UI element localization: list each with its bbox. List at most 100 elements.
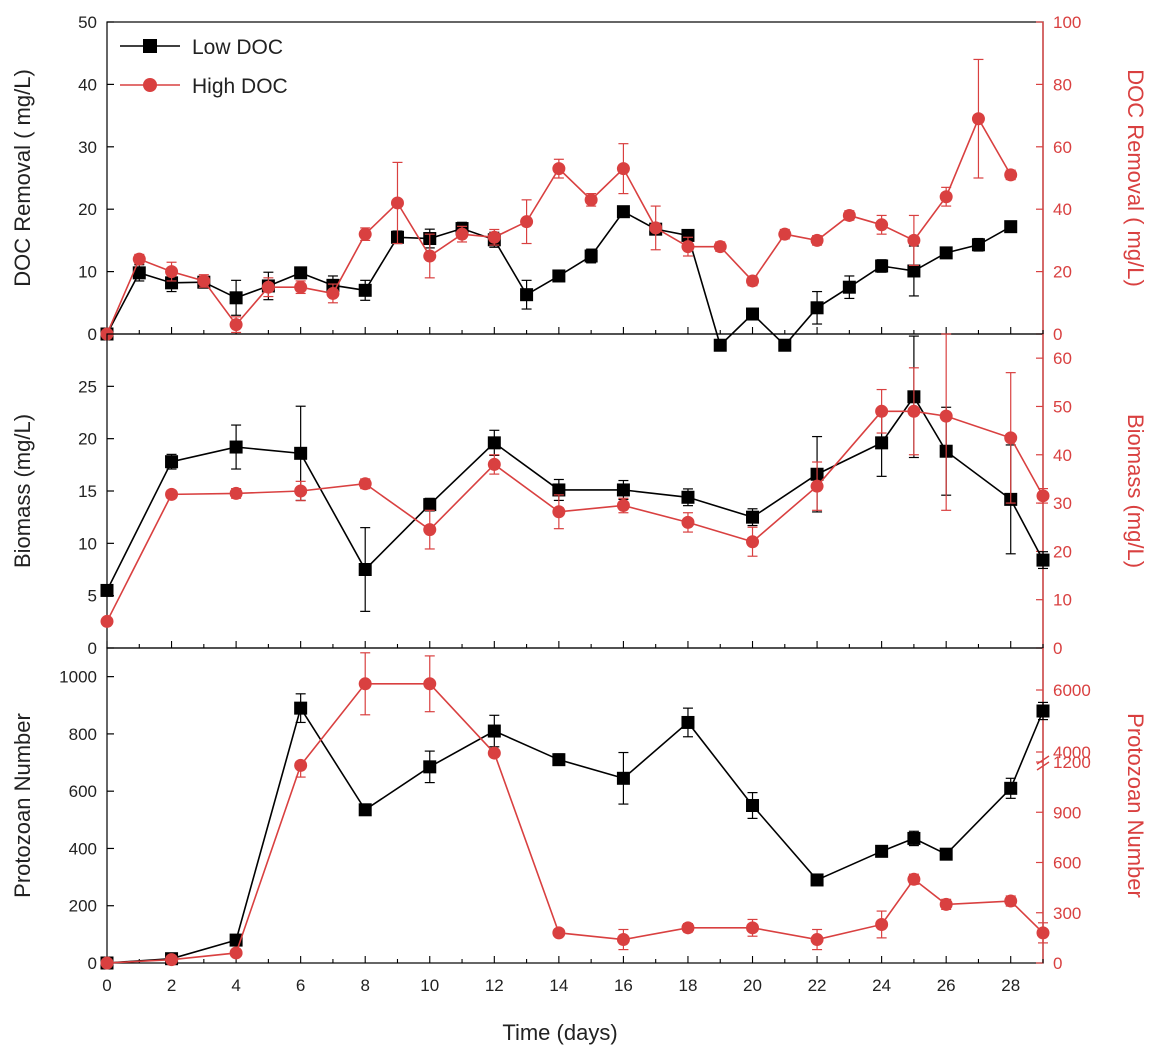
axis-break-mark [1036, 755, 1050, 765]
y-right-tick-label: 0 [1053, 954, 1062, 973]
data-point [681, 228, 695, 242]
y-left-tick-label: 0 [88, 325, 97, 344]
x-axis-title: Time (days) [502, 1020, 617, 1045]
y-right-tick-label: 20 [1053, 542, 1072, 561]
data-point [423, 249, 437, 263]
data-point [358, 803, 372, 817]
data-point [229, 486, 243, 500]
x-tick-label: 18 [679, 976, 698, 995]
data-point [875, 436, 889, 450]
data-point [552, 269, 566, 283]
series-high-doc [100, 652, 1050, 970]
y-left-tick-label: 5 [88, 587, 97, 606]
data-point [939, 847, 953, 861]
data-point [681, 715, 695, 729]
data-point [100, 956, 114, 970]
data-point [681, 515, 695, 529]
data-point [552, 162, 566, 176]
data-point [1004, 431, 1018, 445]
data-point [746, 307, 760, 321]
data-point [875, 917, 889, 931]
x-tick-label: 0 [102, 976, 111, 995]
data-point [1036, 489, 1050, 503]
data-point [423, 523, 437, 537]
data-point [165, 953, 179, 967]
series-line [106, 410, 1044, 622]
data-point [165, 455, 179, 469]
data-point [584, 193, 598, 207]
y-right-tick-label: 10 [1053, 591, 1072, 610]
data-point [294, 280, 308, 294]
y-right-tick-label: 0 [1053, 639, 1062, 658]
data-point [746, 921, 760, 935]
data-point [358, 283, 372, 297]
data-point [294, 446, 308, 460]
data-point [165, 487, 179, 501]
data-point [1004, 781, 1018, 795]
x-tick-label: 24 [872, 976, 891, 995]
data-point [229, 291, 243, 305]
data-point [552, 483, 566, 497]
y-left-tick-label: 20 [78, 200, 97, 219]
data-point [746, 274, 760, 288]
data-point [971, 238, 985, 252]
data-point [358, 677, 372, 691]
data-point [390, 196, 404, 210]
y-left-tick-label: 15 [78, 482, 97, 501]
data-point [810, 233, 824, 247]
y-right-tick-label: 40 [1053, 200, 1072, 219]
data-point [552, 505, 566, 519]
y-right-tick-label: 40 [1053, 446, 1072, 465]
data-point [875, 844, 889, 858]
y-right-tick-label: 30 [1053, 494, 1072, 513]
data-point [875, 218, 889, 232]
y-left-tick-label: 50 [78, 13, 97, 32]
data-point [842, 280, 856, 294]
y-left-tick-label: 200 [69, 897, 97, 916]
series-line [106, 706, 1044, 964]
x-tick-label: 22 [808, 976, 827, 995]
data-point [165, 265, 179, 279]
axis-break-mark [1036, 761, 1050, 771]
plot-frame [106, 333, 1044, 649]
data-point [1004, 894, 1018, 908]
panel-top: 0 10 20 30 40 50 0 20 40 60 80 100 DOC Removal ( mg/… [10, 13, 1148, 352]
data-point [907, 404, 921, 418]
y-left-tick-label: 10 [78, 263, 97, 282]
data-point [487, 436, 501, 450]
data-point [810, 873, 824, 887]
data-point [1004, 220, 1018, 234]
y-left-tick-label: 20 [78, 430, 97, 449]
data-point [165, 276, 179, 290]
data-point [971, 112, 985, 126]
y-right-tick-label: 0 [1053, 325, 1062, 344]
data-point [907, 831, 921, 845]
x-tick-label: 8 [360, 976, 369, 995]
x-tick-label: 6 [296, 976, 305, 995]
x-tick-label: 4 [231, 976, 240, 995]
data-point [681, 490, 695, 504]
data-point [423, 498, 437, 512]
legend: Low DOC High DOC [120, 36, 288, 98]
data-point [100, 614, 114, 628]
x-tick-label: 12 [485, 976, 504, 995]
y-left-tick-label: 600 [69, 782, 97, 801]
data-point [939, 246, 953, 260]
data-point [487, 746, 501, 760]
data-point [939, 409, 953, 423]
x-tick-label: 28 [1001, 976, 1020, 995]
data-point [294, 758, 308, 772]
data-point [746, 510, 760, 524]
data-point [616, 771, 630, 785]
data-point [455, 227, 469, 241]
x-tick-label: 2 [167, 976, 176, 995]
y-right-tick-label: 6000 [1053, 681, 1091, 700]
data-point [616, 483, 630, 497]
panel-middle: 0 5 10 15 20 25 0 10 20 30 40 50 60 Biomass (mg/L) Bio… [10, 333, 1148, 658]
x-tick-label: 20 [743, 976, 762, 995]
data-point [875, 404, 889, 418]
y-right-tick-label: 4000 [1053, 743, 1091, 762]
